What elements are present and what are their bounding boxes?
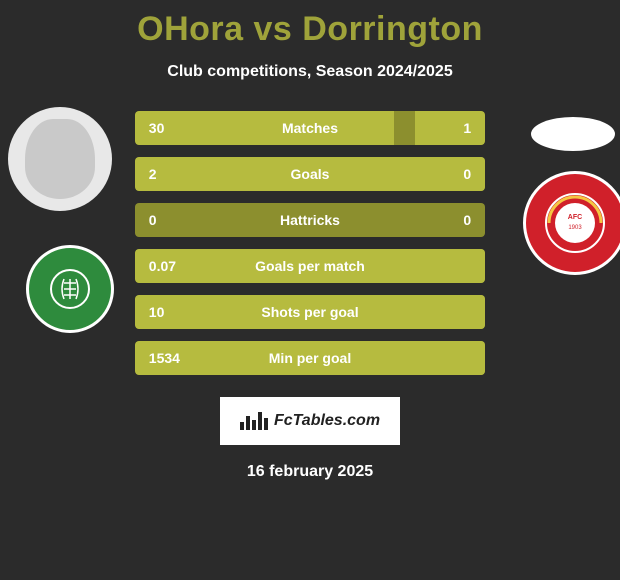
stat-label: Min per goal bbox=[135, 350, 485, 366]
stat-row: 2Goals0 bbox=[135, 157, 485, 191]
bar-chart-icon bbox=[240, 412, 268, 430]
stat-label: Hattricks bbox=[135, 212, 485, 228]
stat-label: Goals bbox=[135, 166, 485, 182]
stat-row: 1534Min per goal bbox=[135, 341, 485, 375]
page-subtitle: Club competitions, Season 2024/2025 bbox=[0, 63, 620, 81]
stat-label: Shots per goal bbox=[135, 304, 485, 320]
site-badge[interactable]: FcTables.com bbox=[220, 397, 400, 445]
harp-icon bbox=[50, 269, 90, 309]
stat-right-value: 0 bbox=[463, 212, 471, 228]
stat-label: Matches bbox=[135, 120, 485, 136]
stat-row: 0Hattricks0 bbox=[135, 203, 485, 237]
avatar-placeholder-icon bbox=[25, 119, 95, 199]
svg-text:1903: 1903 bbox=[569, 225, 583, 231]
stats-list: 30Matches12Goals00Hattricks00.07Goals pe… bbox=[135, 111, 485, 387]
club-crest-icon: AFC 1903 bbox=[545, 193, 605, 253]
left-player-column bbox=[0, 111, 117, 381]
svg-text:AFC: AFC bbox=[568, 214, 582, 221]
stat-row: 10Shots per goal bbox=[135, 295, 485, 329]
right-player-column: AFC 1903 bbox=[503, 111, 620, 381]
site-name: FcTables.com bbox=[274, 412, 380, 430]
left-club-badge bbox=[26, 245, 114, 333]
right-club-badge: AFC 1903 bbox=[523, 171, 620, 275]
stat-right-value: 1 bbox=[463, 120, 471, 136]
page-title: OHora vs Dorrington bbox=[0, 0, 620, 49]
stat-right-value: 0 bbox=[463, 166, 471, 182]
left-player-avatar bbox=[8, 107, 112, 211]
stat-label: Goals per match bbox=[135, 258, 485, 274]
right-player-avatar bbox=[531, 117, 615, 151]
stat-row: 0.07Goals per match bbox=[135, 249, 485, 283]
comparison-row: 30Matches12Goals00Hattricks00.07Goals pe… bbox=[0, 111, 620, 387]
stat-row: 30Matches1 bbox=[135, 111, 485, 145]
footer-date: 16 february 2025 bbox=[0, 463, 620, 481]
